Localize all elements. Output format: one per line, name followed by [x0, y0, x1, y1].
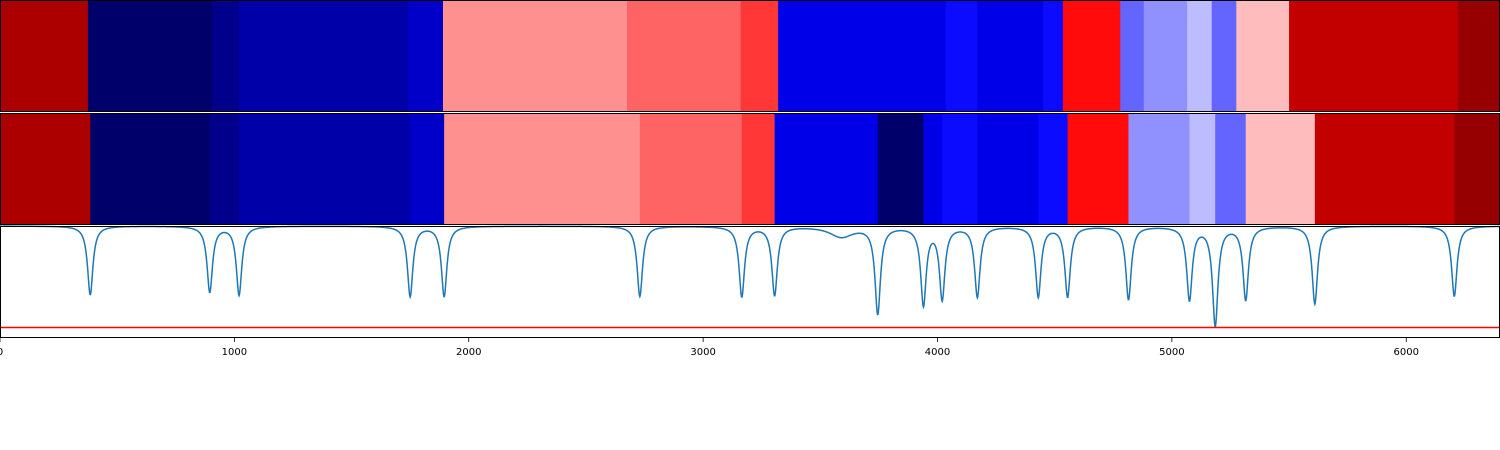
change-signal-line: [0, 225, 1500, 328]
heatmap-cell: [977, 0, 1044, 112]
heatmap-cell: [444, 113, 641, 225]
heatmap-cell: [239, 113, 411, 225]
signal-panel-background: [0, 226, 1500, 338]
heatmap-cell: [741, 113, 776, 225]
heatmap-cell: [1454, 113, 1500, 225]
heatmap-cell: [0, 0, 89, 112]
heatmap-cell: [778, 0, 947, 112]
heatmap-cell: [407, 0, 444, 112]
heatmap-cell: [0, 113, 91, 225]
heatmap-cell: [1067, 113, 1130, 225]
heatmap-cell: [1042, 0, 1064, 112]
heatmap-cell: [1236, 0, 1290, 112]
change-signal-panel: [0, 225, 1500, 338]
heatmap-row-top: [0, 0, 1500, 112]
heatmap-cell: [442, 0, 628, 112]
x-tick-label: 2000: [456, 347, 481, 358]
heatmap-cell: [410, 113, 445, 225]
x-tick-label: 4000: [925, 347, 950, 358]
heatmap-cell: [1143, 0, 1188, 112]
heatmap-cell: [1128, 113, 1191, 225]
x-tick-label: 6000: [1394, 347, 1419, 358]
heatmap-cell: [1211, 0, 1237, 112]
x-tick-label: 1000: [222, 347, 247, 358]
heatmap-cell: [87, 0, 213, 112]
heatmap-cell: [639, 113, 743, 225]
heatmap-cell: [212, 0, 240, 112]
heatmap-cell: [877, 113, 925, 225]
heatmap-cell: [90, 113, 211, 225]
heatmap-cell: [1120, 0, 1145, 112]
heatmap-cell: [1289, 0, 1459, 112]
heatmap-cell: [1245, 113, 1316, 225]
heatmap-cell: [923, 113, 943, 225]
x-axis: 0 1000 2000 3000 4000 5000 6000: [0, 338, 1419, 358]
heatmap-cell: [774, 113, 879, 225]
heatmap-cell: [239, 0, 409, 112]
heatmap-cell: [209, 113, 240, 225]
heatmap-cell: [977, 113, 1039, 225]
heatmap-row-bottom: [0, 113, 1500, 225]
x-tick-label: 3000: [690, 347, 715, 358]
heatmap-cell: [1187, 0, 1213, 112]
heatmap-cell: [626, 0, 742, 112]
heatmap-cell: [945, 0, 978, 112]
heatmap-cell: [1038, 113, 1069, 225]
heatmap-cell: [1189, 113, 1216, 225]
heatmap-cell: [740, 0, 779, 112]
heatmap-cell: [1062, 0, 1121, 112]
heatmap-cell: [942, 113, 978, 225]
heatmap-cell: [1457, 0, 1500, 112]
x-tick-label: 0: [0, 347, 3, 358]
heatmap-cell: [1215, 113, 1247, 225]
x-tick-label: 5000: [1159, 347, 1184, 358]
heatmap-cell: [1314, 113, 1455, 225]
